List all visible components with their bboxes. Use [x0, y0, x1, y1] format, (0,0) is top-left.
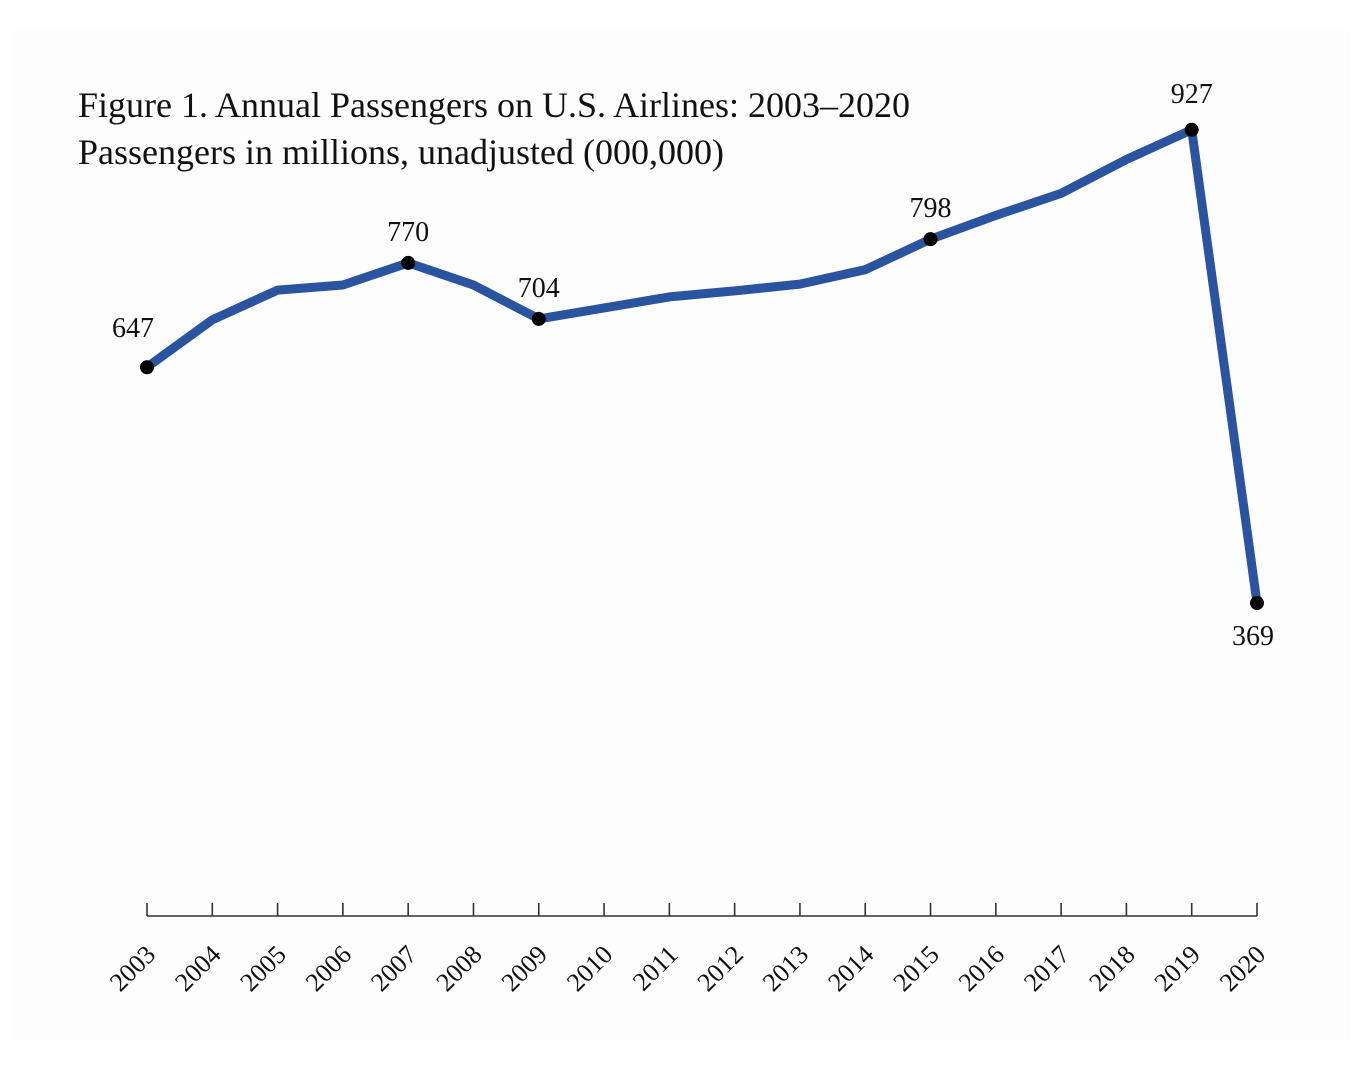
data-label: 770 — [387, 217, 429, 248]
x-tick-label: 2017 — [1018, 940, 1075, 997]
data-point-marker — [1184, 122, 1199, 137]
data-point-marker — [923, 232, 938, 247]
data-label: 647 — [112, 313, 154, 344]
data-label: 369 — [1232, 621, 1274, 652]
x-tick-label: 2007 — [365, 940, 422, 997]
x-tick-label: 2006 — [300, 940, 357, 997]
chart-title-block: Figure 1. Annual Passengers on U.S. Airl… — [78, 82, 910, 176]
x-tick-label: 2010 — [561, 940, 618, 997]
x-tick-label: 2015 — [887, 940, 944, 997]
data-point-marker — [401, 255, 416, 270]
x-tick-label: 2018 — [1083, 940, 1140, 997]
data-point-marker — [531, 311, 546, 326]
x-tick-label: 2004 — [169, 940, 226, 997]
x-tick-label: 2009 — [496, 940, 553, 997]
x-tick-label: 2003 — [104, 940, 161, 997]
x-tick-label: 2005 — [235, 940, 292, 997]
x-tick-label: 2020 — [1214, 940, 1271, 997]
x-tick-label: 2008 — [430, 940, 487, 997]
chart-frame — [14, 30, 1350, 1040]
chart-title: Figure 1. Annual Passengers on U.S. Airl… — [78, 85, 910, 125]
x-tick-label: 2012 — [692, 940, 749, 997]
data-label: 798 — [910, 193, 952, 224]
chart-subtitle: Passengers in millions, unadjusted (000,… — [78, 132, 724, 172]
x-tick-label: 2019 — [1149, 940, 1206, 997]
data-label: 927 — [1171, 79, 1213, 110]
data-label: 704 — [518, 273, 560, 304]
x-tick-label: 2013 — [757, 940, 814, 997]
x-tick-label: 2016 — [953, 940, 1010, 997]
series-line — [142, 125, 1262, 608]
x-tick-label: 2011 — [627, 940, 684, 997]
x-tick-label: 2014 — [822, 940, 879, 997]
data-point-marker — [140, 360, 154, 375]
data-point-marker — [1250, 596, 1264, 611]
